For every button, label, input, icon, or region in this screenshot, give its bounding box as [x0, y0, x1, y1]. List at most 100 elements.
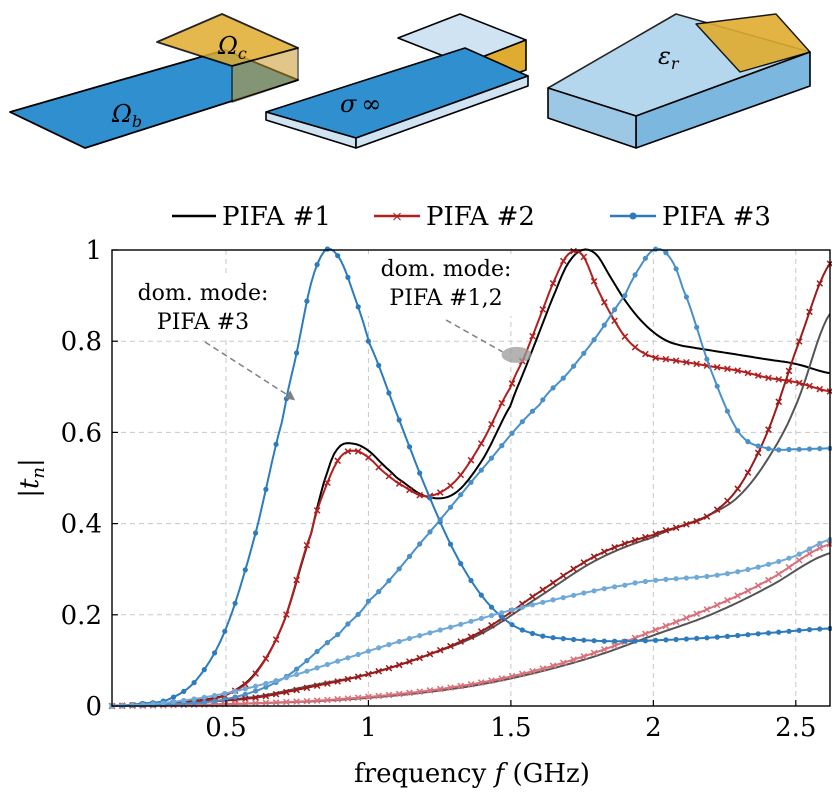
series-pifa-1-mode-2: [111, 313, 831, 707]
series-point: [754, 449, 762, 457]
series-point: [744, 469, 752, 476]
series-point: [549, 279, 557, 287]
series-pifa-3-mode-3: [109, 537, 832, 709]
series-point: [222, 696, 228, 703]
series-point: [436, 685, 444, 693]
x-axis-label: frequency f (GHz): [354, 759, 590, 789]
series-point: [324, 246, 330, 252]
series-point: [776, 629, 782, 635]
series-point: [672, 357, 680, 364]
series-point: [345, 621, 351, 627]
series-point: [704, 573, 710, 580]
series-point: [385, 691, 393, 699]
series-point: [283, 611, 290, 618]
series-point: [581, 637, 587, 643]
series-point: [427, 495, 433, 501]
legend-label-pifa2: PIFA #2: [426, 202, 535, 232]
series-point: [314, 262, 320, 268]
series-point: [765, 446, 772, 452]
annot-pifa3-line2: PIFA #3: [157, 310, 249, 335]
series-point: [242, 680, 249, 688]
series-point: [293, 686, 300, 694]
series-point: [499, 614, 505, 620]
series-point: [559, 572, 567, 580]
series-line: [112, 543, 831, 707]
series-point: [642, 630, 649, 638]
series-point: [796, 627, 802, 634]
series-point: [314, 665, 320, 671]
series-point: [293, 698, 300, 705]
series-point: [580, 653, 588, 660]
series-point: [795, 338, 803, 345]
series-point: [518, 670, 526, 678]
series-point: [724, 365, 731, 373]
series-point: [467, 680, 475, 688]
series-point: [314, 648, 320, 655]
series-point: [232, 694, 238, 700]
series-point: [611, 642, 618, 650]
series-point: [365, 338, 371, 344]
epsilon-label: εr: [658, 42, 680, 73]
x-axis-label-prefix: frequency: [354, 759, 487, 789]
series-line: [111, 313, 831, 707]
series-point: [509, 607, 515, 613]
series-point: [273, 441, 279, 447]
series-point: [704, 356, 710, 362]
series-point: [417, 541, 423, 547]
series-point: [590, 649, 598, 657]
series-point: [406, 635, 413, 642]
series-point: [570, 656, 577, 663]
series-point: [488, 455, 495, 461]
series-point: [817, 540, 823, 547]
series-point: [571, 592, 577, 598]
series-point: [632, 638, 638, 644]
series-point: [478, 467, 484, 473]
series-point: [253, 530, 259, 536]
omega-b-subscript: b: [132, 112, 142, 131]
series-point: [457, 471, 465, 479]
panel-ground-plane: Ωc Ωb: [9, 13, 299, 149]
series-point: [662, 526, 670, 534]
series-point: [457, 638, 465, 645]
series-point: [375, 463, 383, 471]
series-point: [560, 595, 566, 601]
series-point: [385, 664, 393, 672]
series-point: [816, 280, 824, 287]
series-point: [539, 586, 547, 594]
x-axis-label-var: f: [493, 759, 509, 789]
series-point: [263, 486, 269, 492]
series-point: [765, 426, 772, 433]
axes: [111, 249, 831, 707]
series-point: [447, 504, 454, 510]
series-point: [713, 363, 721, 371]
series-point: [335, 632, 341, 638]
series-point: [612, 638, 618, 644]
series-point: [754, 582, 762, 589]
series-point: [611, 544, 618, 551]
series-point: [663, 250, 669, 256]
series-point: [212, 692, 218, 699]
annot-pifa3-arrowhead: [285, 390, 296, 401]
series-point: [488, 677, 495, 684]
series-point: [365, 670, 372, 678]
series-point: [396, 417, 402, 423]
series-point: [601, 299, 608, 306]
series-point: [468, 577, 474, 584]
series-point: [201, 667, 207, 673]
series-point: [622, 582, 628, 588]
series-point: [437, 517, 443, 523]
series-point: [529, 332, 536, 340]
series-point: [365, 693, 372, 701]
series-point: [683, 575, 690, 581]
series-point: [262, 692, 270, 700]
series-point: [601, 322, 607, 328]
series-point: [786, 555, 792, 561]
series-point: [395, 661, 403, 669]
x-tick-label: 0.5: [205, 713, 246, 743]
series-point: [581, 590, 587, 596]
series-point: [713, 506, 721, 513]
series-point: [395, 690, 403, 698]
legend: PIFA #1 × PIFA #2 PIFA #3: [172, 202, 771, 232]
series-point: [447, 624, 454, 630]
